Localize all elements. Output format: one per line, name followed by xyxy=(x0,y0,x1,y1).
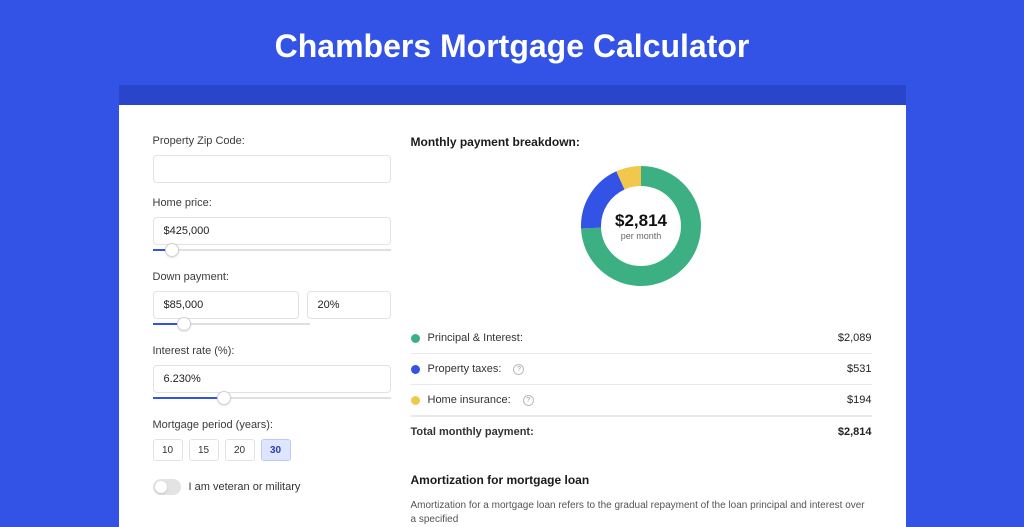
breakdown-panel: Monthly payment breakdown: $2,814 per mo… xyxy=(411,135,872,527)
title-accent-bar xyxy=(119,85,906,105)
zip-input[interactable] xyxy=(153,155,391,183)
amortization-section: Amortization for mortgage loan Amortizat… xyxy=(411,473,872,527)
info-icon[interactable]: ? xyxy=(523,395,534,406)
mortgage-period-options: 10 15 20 30 xyxy=(153,439,391,461)
zip-label: Property Zip Code: xyxy=(153,135,391,147)
down-payment-amount-input[interactable] xyxy=(153,291,299,319)
down-payment-slider[interactable] xyxy=(153,317,310,331)
slider-thumb[interactable] xyxy=(177,317,191,331)
legend-value: $2,089 xyxy=(838,332,872,344)
info-icon[interactable]: ? xyxy=(513,364,524,375)
mortgage-period-label: Mortgage period (years): xyxy=(153,419,391,431)
home-price-group: Home price: xyxy=(153,197,391,257)
zip-field-group: Property Zip Code: xyxy=(153,135,391,183)
period-option-30[interactable]: 30 xyxy=(261,439,291,461)
mortgage-period-group: Mortgage period (years): 10 15 20 30 xyxy=(153,419,391,461)
period-option-15[interactable]: 15 xyxy=(189,439,219,461)
down-payment-group: Down payment: xyxy=(153,271,391,331)
donut-container: $2,814 per month xyxy=(411,161,872,291)
legend-value: $531 xyxy=(847,363,871,375)
legend-label: Property taxes: xyxy=(428,363,502,375)
veteran-toggle[interactable] xyxy=(153,479,181,495)
inputs-panel: Property Zip Code: Home price: Down paym… xyxy=(153,135,391,527)
total-value: $2,814 xyxy=(838,426,872,438)
donut-center: $2,814 per month xyxy=(615,211,667,241)
legend-row: Home insurance:? $194 xyxy=(411,385,872,415)
slider-thumb[interactable] xyxy=(217,391,231,405)
breakdown-title: Monthly payment breakdown: xyxy=(411,135,872,149)
donut-amount: $2,814 xyxy=(615,211,667,231)
slider-line xyxy=(153,249,391,251)
page-title: Chambers Mortgage Calculator xyxy=(0,0,1024,85)
legend-dot xyxy=(411,334,420,343)
interest-rate-label: Interest rate (%): xyxy=(153,345,391,357)
period-option-10[interactable]: 10 xyxy=(153,439,183,461)
breakdown-legend: Principal & Interest: $2,089 Property taxe… xyxy=(411,323,872,416)
interest-rate-group: Interest rate (%): xyxy=(153,345,391,405)
total-row: Total monthly payment: $2,814 xyxy=(411,417,872,447)
donut-sublabel: per month xyxy=(615,231,667,241)
amortization-title: Amortization for mortgage loan xyxy=(411,473,872,487)
home-price-slider[interactable] xyxy=(153,243,391,257)
veteran-row: I am veteran or military xyxy=(153,479,391,495)
legend-value: $194 xyxy=(847,394,871,406)
home-price-input[interactable] xyxy=(153,217,391,245)
legend-row: Property taxes:? $531 xyxy=(411,354,872,384)
interest-rate-input[interactable] xyxy=(153,365,391,393)
calculator-card: Property Zip Code: Home price: Down paym… xyxy=(119,105,906,527)
home-price-label: Home price: xyxy=(153,197,391,209)
period-option-20[interactable]: 20 xyxy=(225,439,255,461)
slider-fill xyxy=(153,397,224,399)
legend-label: Home insurance: xyxy=(428,394,511,406)
amortization-text: Amortization for a mortgage loan refers … xyxy=(411,499,872,527)
slider-thumb[interactable] xyxy=(165,243,179,257)
down-payment-label: Down payment: xyxy=(153,271,391,283)
interest-rate-slider[interactable] xyxy=(153,391,391,405)
legend-dot xyxy=(411,365,420,374)
toggle-knob xyxy=(155,481,167,493)
legend-label: Principal & Interest: xyxy=(428,332,523,344)
total-label: Total monthly payment: xyxy=(411,426,534,438)
donut-chart: $2,814 per month xyxy=(576,161,706,291)
legend-dot xyxy=(411,396,420,405)
legend-row: Principal & Interest: $2,089 xyxy=(411,323,872,353)
veteran-label: I am veteran or military xyxy=(189,481,301,493)
down-payment-pct-input[interactable] xyxy=(307,291,391,319)
